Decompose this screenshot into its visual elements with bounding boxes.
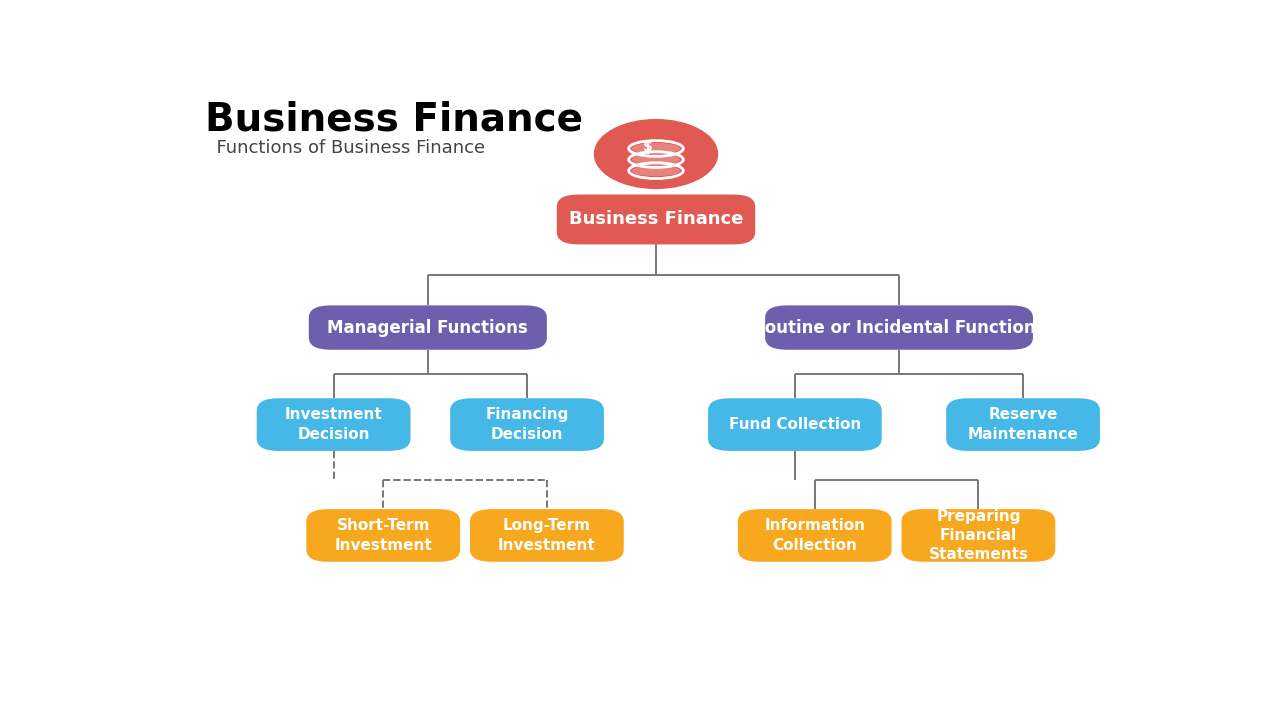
Text: Long-Term
Investment: Long-Term Investment [498,518,595,552]
FancyBboxPatch shape [470,509,623,562]
Text: Routine or Incidental Functions: Routine or Incidental Functions [753,318,1046,336]
FancyBboxPatch shape [708,398,882,451]
Ellipse shape [632,165,680,176]
Text: Financing
Decision: Financing Decision [485,408,568,441]
Text: Functions of Business Finance: Functions of Business Finance [205,139,485,157]
Ellipse shape [632,154,680,165]
FancyBboxPatch shape [946,398,1100,451]
Ellipse shape [632,143,680,154]
FancyBboxPatch shape [451,398,604,451]
FancyBboxPatch shape [257,398,411,451]
Text: Short-Term
Investment: Short-Term Investment [334,518,433,552]
Text: Fund Collection: Fund Collection [728,417,861,432]
FancyBboxPatch shape [765,305,1033,350]
Text: Managerial Functions: Managerial Functions [328,318,529,336]
FancyBboxPatch shape [557,194,755,244]
FancyBboxPatch shape [737,509,892,562]
FancyBboxPatch shape [308,305,547,350]
Circle shape [594,120,718,189]
Text: Business Finance: Business Finance [205,100,582,138]
Text: Preparing
Financial
Statements: Preparing Financial Statements [928,509,1028,562]
FancyBboxPatch shape [306,509,460,562]
Text: Reserve
Maintenance: Reserve Maintenance [968,408,1079,441]
Text: Information
Collection: Information Collection [764,518,865,552]
Text: Investment
Decision: Investment Decision [284,408,383,441]
Text: $: $ [643,140,653,154]
Text: Business Finance: Business Finance [568,210,744,228]
FancyBboxPatch shape [901,509,1055,562]
